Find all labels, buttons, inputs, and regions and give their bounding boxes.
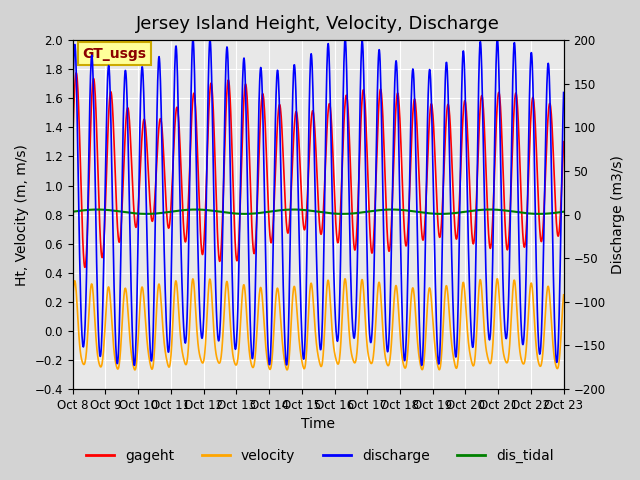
dis_tidal — [560, 209, 568, 215]
Y-axis label: Ht, Velocity (m, m/s): Ht, Velocity (m, m/s) — [15, 144, 29, 286]
dis_tidal — [535, 211, 543, 217]
Line: gageht: gageht — [73, 73, 564, 267]
velocity — [560, 292, 568, 298]
gageht — [72, 70, 80, 76]
discharge — [458, 64, 466, 70]
velocity — [459, 281, 467, 287]
velocity — [341, 276, 349, 282]
discharge — [178, 279, 186, 285]
discharge — [166, 327, 174, 333]
velocity — [502, 359, 510, 365]
discharge — [560, 90, 568, 96]
velocity — [131, 367, 139, 373]
gageht — [234, 256, 241, 262]
X-axis label: Time: Time — [301, 418, 335, 432]
gageht — [81, 264, 89, 270]
Line: discharge: discharge — [73, 38, 564, 365]
dis_tidal — [502, 208, 509, 214]
gageht — [179, 205, 186, 211]
dis_tidal — [458, 209, 466, 215]
gageht — [459, 120, 467, 126]
Text: GT_usgs: GT_usgs — [83, 47, 147, 60]
gageht — [395, 95, 403, 100]
discharge — [502, 336, 510, 341]
discharge — [394, 95, 402, 101]
Line: dis_tidal: dis_tidal — [73, 210, 564, 214]
gageht — [167, 209, 175, 215]
velocity — [395, 307, 403, 313]
gageht — [502, 237, 510, 243]
velocity — [69, 295, 77, 301]
dis_tidal — [234, 211, 241, 216]
dis_tidal — [166, 209, 174, 215]
velocity — [166, 360, 174, 365]
gageht — [560, 139, 568, 144]
discharge — [493, 36, 501, 41]
velocity — [179, 349, 186, 355]
Line: velocity: velocity — [73, 279, 564, 370]
discharge — [418, 362, 426, 368]
dis_tidal — [394, 207, 402, 213]
discharge — [69, 99, 77, 105]
dis_tidal — [93, 207, 101, 213]
velocity — [234, 360, 241, 366]
gageht — [69, 137, 77, 143]
dis_tidal — [69, 209, 77, 215]
dis_tidal — [179, 207, 186, 213]
Legend: gageht, velocity, discharge, dis_tidal: gageht, velocity, discharge, dis_tidal — [81, 443, 559, 468]
Title: Jersey Island Height, Velocity, Discharge: Jersey Island Height, Velocity, Discharg… — [136, 15, 500, 33]
Y-axis label: Discharge (m3/s): Discharge (m3/s) — [611, 155, 625, 274]
discharge — [233, 333, 241, 338]
